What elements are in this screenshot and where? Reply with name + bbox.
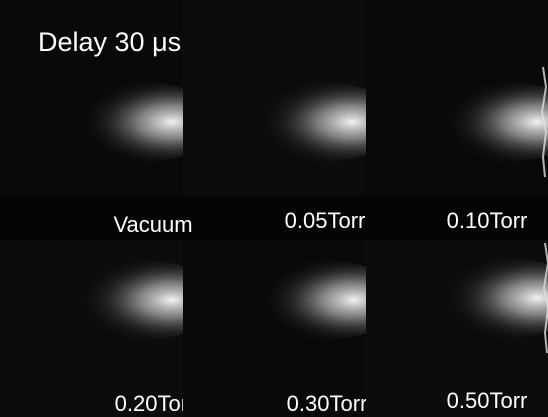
title: Delay 30 μs bbox=[38, 27, 181, 57]
panel-label: 0.05Torr bbox=[285, 208, 366, 233]
panel-label: 0.30Torr bbox=[287, 391, 368, 416]
figure: Vacuum0.05Torr0.10Torr0.20Torr0.30Torr0.… bbox=[0, 0, 548, 417]
panel-label: 0.10Torr bbox=[447, 208, 528, 233]
panel-label: 0.50Torr bbox=[447, 388, 528, 413]
panel-label: Vacuum bbox=[113, 212, 192, 237]
